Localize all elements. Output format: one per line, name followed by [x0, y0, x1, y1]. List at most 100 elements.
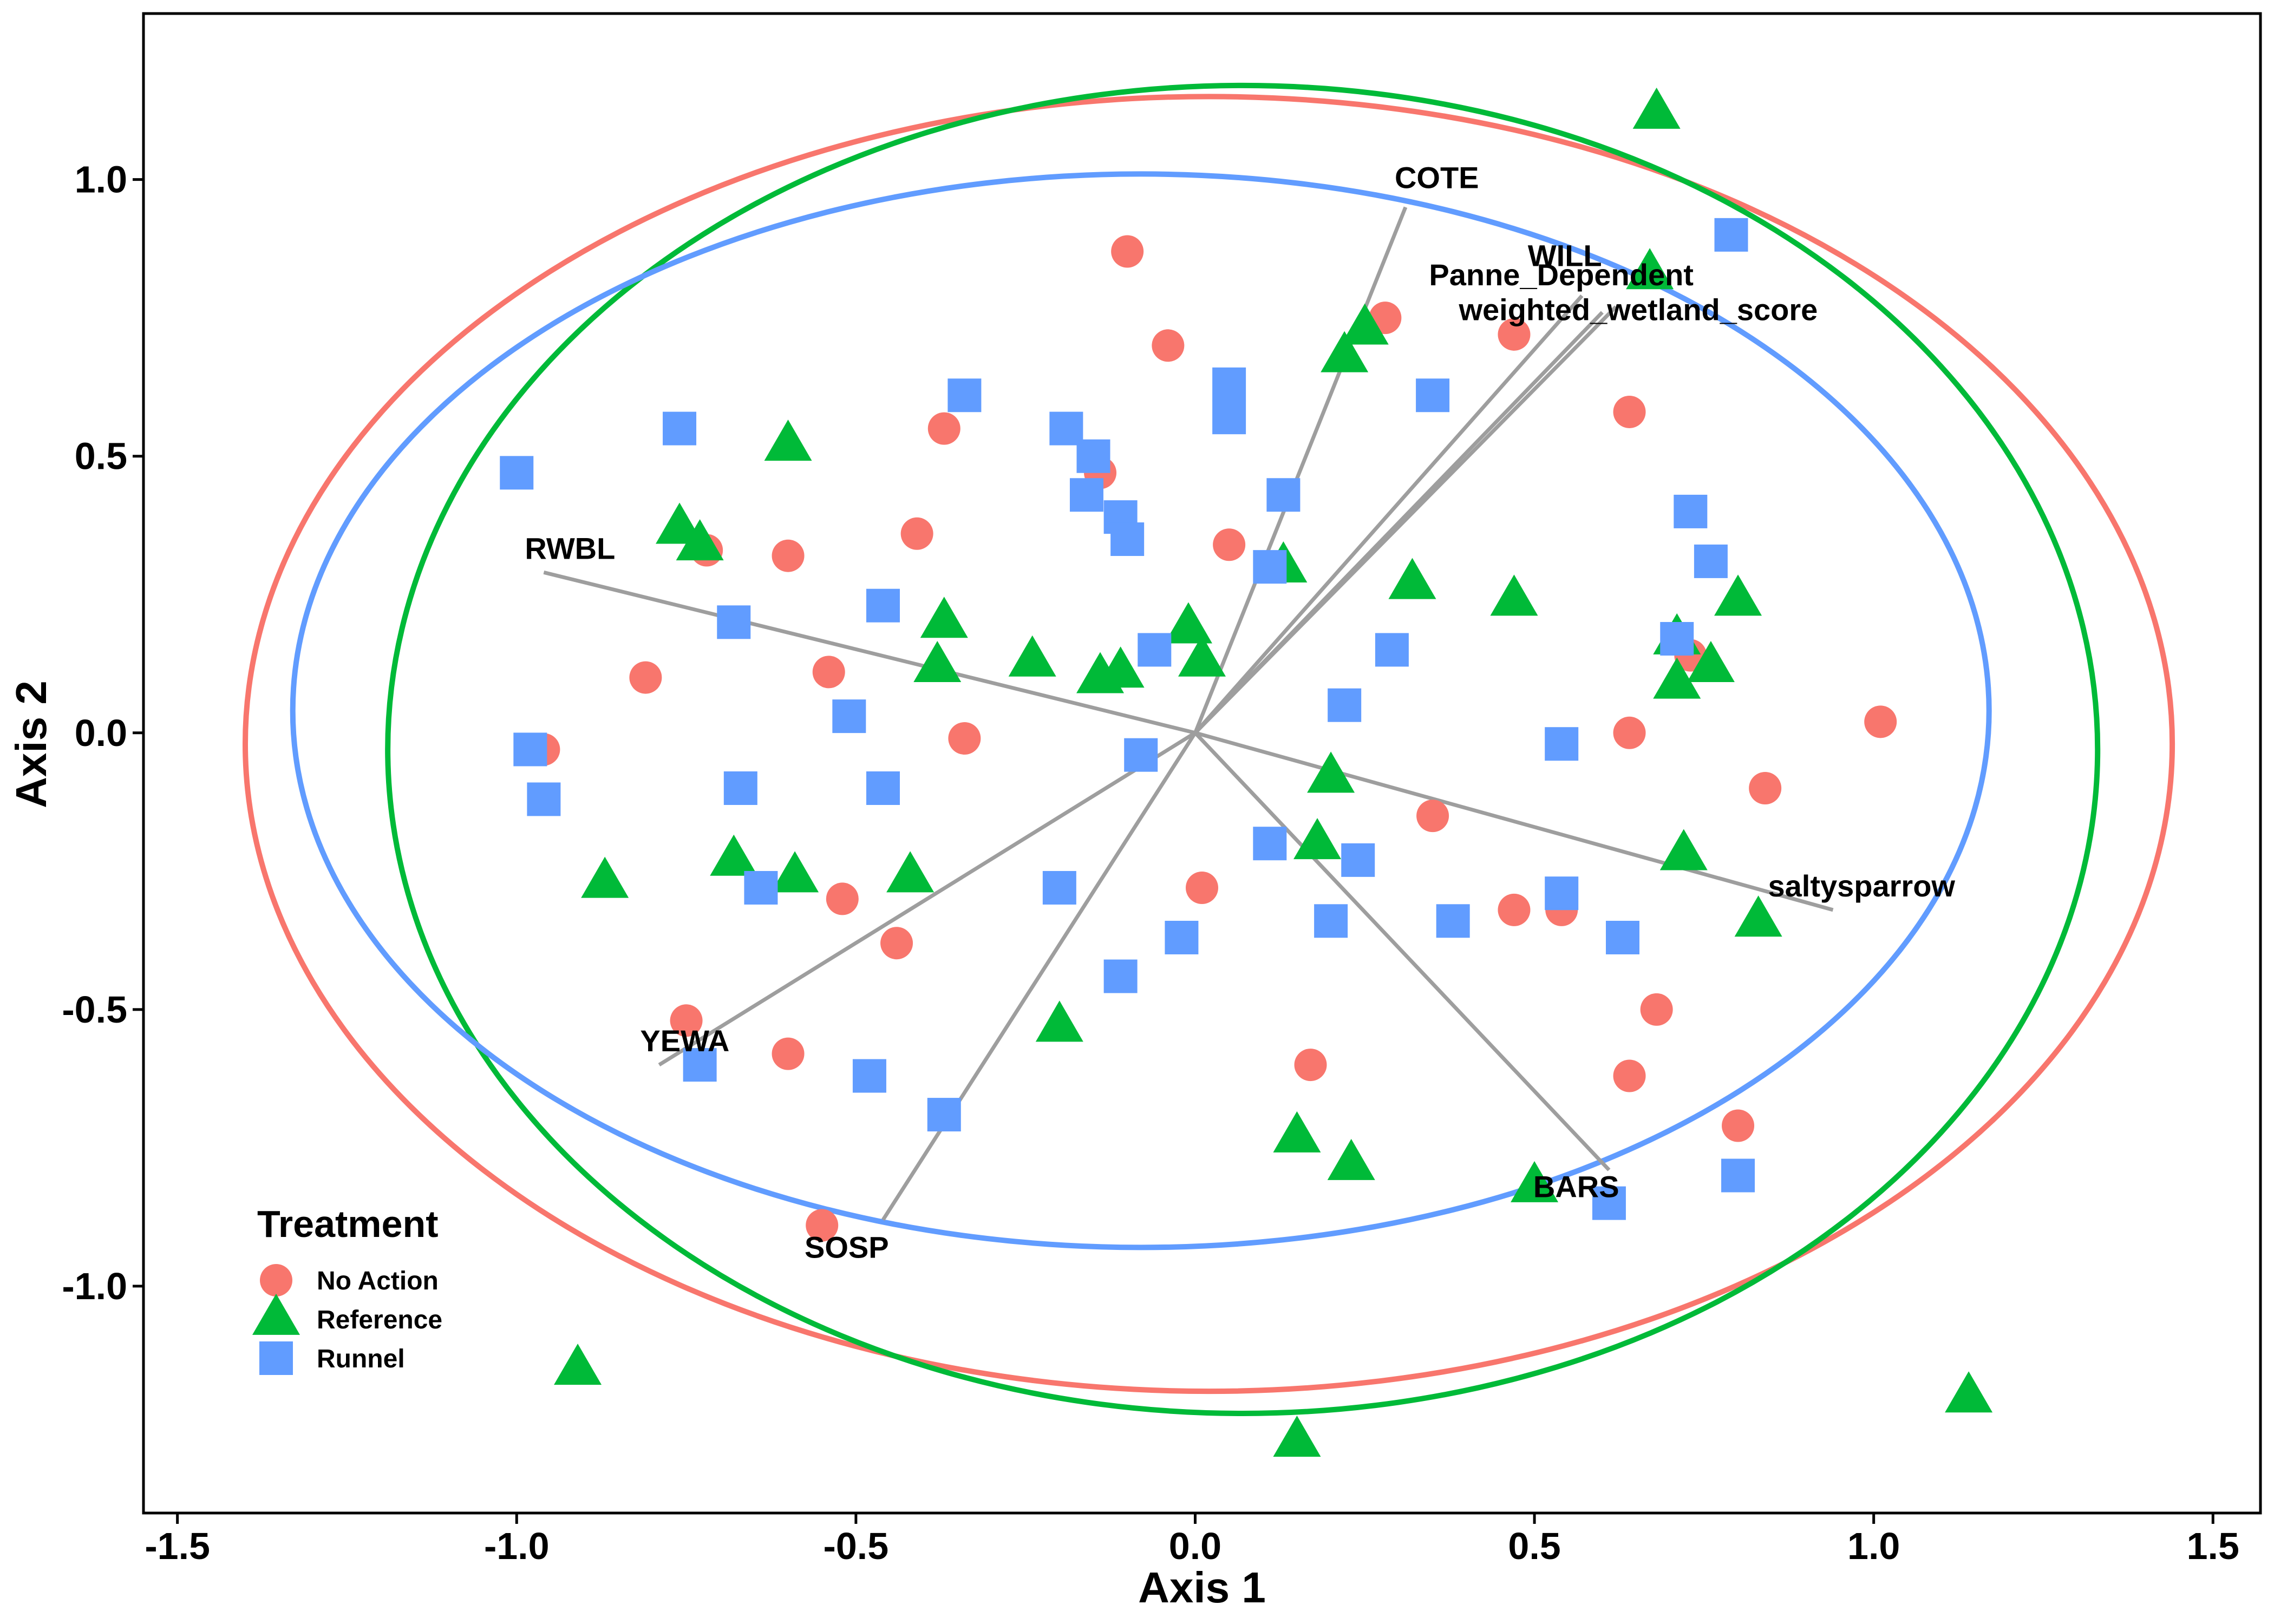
- point-reference: [913, 641, 962, 683]
- vector-label: Panne_Dependent: [1429, 258, 1694, 292]
- point-runnel: [1103, 959, 1138, 993]
- legend-label: Runnel: [317, 1345, 405, 1373]
- point-reference: [1388, 558, 1436, 599]
- point-no-action: [812, 656, 845, 689]
- point-runnel: [1416, 378, 1450, 412]
- y-tick-label: -1.0: [62, 1265, 127, 1307]
- vector-label: RWBL: [525, 531, 615, 565]
- point-runnel: [500, 456, 534, 490]
- point-runnel: [927, 1098, 961, 1132]
- point-runnel: [1341, 843, 1375, 877]
- point-reference: [1008, 635, 1056, 677]
- point-runnel: [866, 588, 900, 623]
- point-runnel: [866, 771, 900, 805]
- point-reference: [1734, 895, 1782, 937]
- point-runnel: [832, 699, 866, 734]
- point-reference: [1714, 574, 1762, 616]
- point-reference: [656, 502, 704, 544]
- point-reference: [1626, 248, 1674, 290]
- point-no-action: [1213, 528, 1246, 561]
- point-reference: [886, 851, 935, 893]
- confidence-ellipses: [242, 82, 2175, 1417]
- point-runnel: [1721, 1158, 1755, 1193]
- point-runnel: [1314, 904, 1348, 938]
- point-reference: [1511, 1161, 1559, 1202]
- point-reference: [1035, 1000, 1083, 1042]
- ellipse-reference: [385, 82, 2101, 1417]
- vector-label: COTE: [1395, 161, 1479, 195]
- point-runnel: [1605, 920, 1639, 954]
- point-runnel: [1674, 494, 1708, 528]
- vector-label: WILL: [1528, 238, 1602, 272]
- point-no-action: [1111, 235, 1144, 268]
- point-runnel: [1714, 218, 1748, 252]
- point-no-action: [948, 722, 981, 755]
- point-reference: [1273, 1416, 1321, 1457]
- vector-label: YEWA: [640, 1024, 729, 1058]
- vector-saltysparrow: [1194, 731, 1834, 912]
- point-no-action: [1186, 871, 1218, 904]
- point-runnel: [1124, 738, 1158, 772]
- x-tick-label: -1.5: [145, 1525, 210, 1567]
- point-runnel: [744, 870, 778, 905]
- y-tick-label: 1.0: [75, 159, 127, 201]
- point-runnel: [1375, 633, 1409, 667]
- point-runnel: [513, 732, 547, 767]
- point-runnel: [527, 782, 561, 816]
- point-runnel: [1069, 478, 1103, 512]
- legend-key-no-action: [260, 1264, 292, 1296]
- point-runnel: [663, 411, 697, 446]
- point-runnel: [1660, 622, 1694, 656]
- point-runnel: [1253, 827, 1287, 861]
- x-tick-label: 1.0: [1847, 1525, 1900, 1567]
- point-no-action: [1864, 705, 1897, 738]
- point-reference: [1096, 646, 1145, 688]
- biplot-vectors: [543, 206, 1834, 1221]
- point-runnel: [717, 605, 751, 639]
- x-tick-label: 1.5: [2187, 1525, 2239, 1567]
- vector-bars: [1193, 731, 1611, 1171]
- point-reference: [1273, 1111, 1321, 1152]
- x-tick-label: 0.5: [1508, 1525, 1560, 1567]
- point-runnel: [723, 771, 757, 805]
- point-no-action: [772, 539, 805, 572]
- point-runnel: [1212, 401, 1246, 435]
- point-no-action: [1749, 771, 1782, 804]
- legend-key-reference: [252, 1293, 300, 1335]
- legend-title: Treatment: [257, 1203, 439, 1245]
- point-runnel: [852, 1059, 886, 1093]
- legend-label: No Action: [317, 1267, 439, 1295]
- point-runnel: [683, 1048, 717, 1082]
- point-no-action: [880, 927, 913, 960]
- data-points: [500, 87, 1993, 1457]
- point-reference: [1178, 635, 1226, 677]
- point-no-action: [1722, 1109, 1755, 1142]
- vector-labels: COTE WILLPanne_Dependentweighted_wetland_…: [525, 161, 1955, 1265]
- point-runnel: [1592, 1186, 1626, 1220]
- point-runnel: [1042, 870, 1076, 905]
- point-reference: [1341, 303, 1389, 345]
- point-runnel: [1110, 522, 1145, 556]
- point-reference: [710, 834, 758, 876]
- point-reference: [920, 597, 968, 638]
- point-reference: [771, 851, 819, 893]
- point-reference: [1945, 1371, 1993, 1413]
- legend-key-runnel: [259, 1341, 293, 1375]
- vector-label: weighted_wetland_score: [1458, 293, 1818, 327]
- point-runnel: [1545, 876, 1579, 911]
- point-no-action: [826, 882, 859, 915]
- point-reference: [1490, 574, 1538, 616]
- vector-label: BARS: [1533, 1169, 1619, 1203]
- point-reference: [581, 856, 629, 898]
- vector-sosp: [881, 731, 1197, 1221]
- point-reference: [554, 1344, 602, 1385]
- y-tick-label: -0.5: [62, 988, 127, 1031]
- axes: -1.5 -1.0 -0.5 0.0 0.5 1.0 1.5 -1.0 -0.5 0.0 0.5 1.…: [62, 159, 2239, 1567]
- point-runnel: [1266, 478, 1301, 512]
- point-reference: [1653, 657, 1701, 699]
- point-no-action: [927, 412, 960, 445]
- point-runnel: [1212, 367, 1246, 401]
- point-reference: [1659, 829, 1708, 870]
- point-no-action: [1613, 716, 1646, 749]
- point-runnel: [1328, 688, 1362, 722]
